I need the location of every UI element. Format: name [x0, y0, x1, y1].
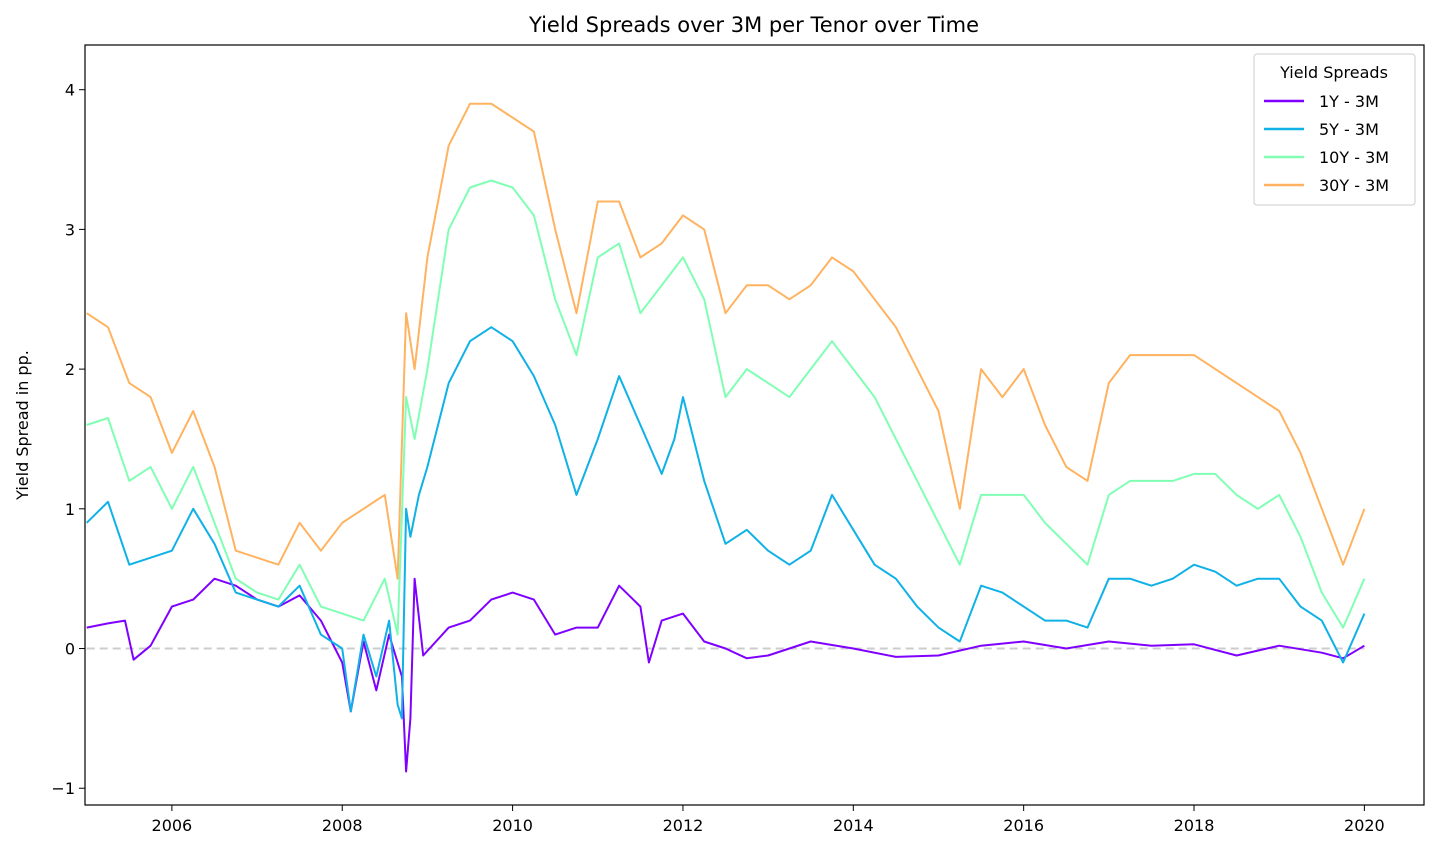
y-tick-label: −1: [51, 779, 75, 798]
x-tick-label: 2010: [492, 816, 533, 835]
x-tick-label: 2006: [152, 816, 193, 835]
y-tick-label: 2: [65, 360, 75, 379]
series-line-1: [86, 577, 1365, 773]
series-line-2: [85, 326, 1366, 720]
legend-label: 1Y - 3M: [1319, 92, 1379, 111]
plot-frame: [84, 44, 1425, 806]
series-line-4: [86, 102, 1366, 580]
x-tick-label: 2008: [322, 816, 363, 835]
legend-label: 30Y - 3M: [1319, 176, 1389, 195]
x-tick-label: 2014: [833, 816, 874, 835]
x-tick-label: 2016: [1003, 816, 1044, 835]
chart-title: Yield Spreads over 3M per Tenor over Tim…: [528, 13, 979, 37]
legend-title: Yield Spreads: [1279, 63, 1388, 82]
x-tick-label: 2018: [1174, 816, 1215, 835]
y-tick-label: 1: [65, 500, 75, 519]
series-layer: [85, 102, 1366, 773]
y-tick-label: 4: [65, 81, 75, 100]
x-tick-label: 2012: [663, 816, 704, 835]
legend-box: [1253, 53, 1416, 206]
y-axis-label: Yield Spread in pp.: [13, 350, 32, 501]
legend: Yield Spreads 1Y - 3M 5Y - 3M 10Y - 3M 30Y …: [1253, 53, 1416, 206]
legend-items: 1Y - 3M 5Y - 3M 10Y - 3M 30Y - 3M: [1264, 92, 1389, 195]
legend-label: 5Y - 3M: [1319, 120, 1379, 139]
y-tick-label: 3: [65, 220, 75, 239]
legend-label: 10Y - 3M: [1319, 148, 1389, 167]
x-axis: 2006 2008 2010 2012 2014 2016 2018 2020: [152, 805, 1385, 835]
y-axis: −1 0 1 2 3 4: [51, 81, 85, 798]
y-tick-label: 0: [65, 640, 75, 659]
series-line-3: [86, 179, 1366, 636]
x-tick-label: 2020: [1344, 816, 1385, 835]
